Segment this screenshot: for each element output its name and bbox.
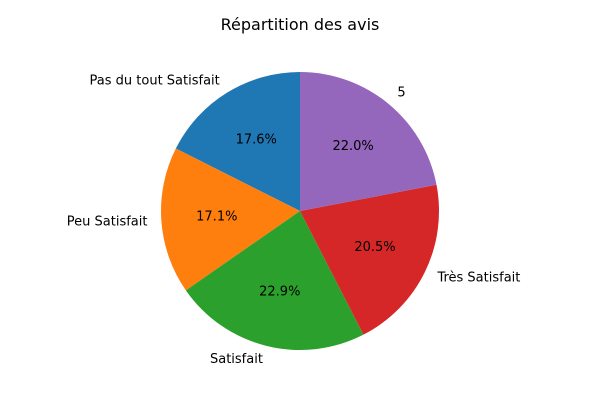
chart-title: Répartition des avis bbox=[221, 15, 380, 34]
percent-label-peu-satisfait: 17.1% bbox=[196, 209, 237, 224]
pie-slice-satisfait bbox=[185, 211, 364, 351]
category-label-satisfait: Satisfait bbox=[210, 352, 263, 367]
pie-slice-tres-satisfait bbox=[300, 184, 439, 335]
percent-label-5: 22.0% bbox=[332, 139, 373, 154]
percent-label-pas-du-tout-satisfait: 17.6% bbox=[236, 133, 277, 148]
pie-slice-pas-du-tout-satisfait bbox=[175, 72, 300, 211]
percent-label-tres-satisfait: 20.5% bbox=[354, 240, 395, 255]
pie-slice-5 bbox=[300, 71, 437, 211]
category-label-5: 5 bbox=[397, 86, 405, 101]
category-label-pas-du-tout-satisfait: Pas du tout Satisfait bbox=[90, 73, 220, 88]
pie-slice-peu-satisfait bbox=[161, 148, 300, 291]
percent-label-satisfait: 22.9% bbox=[259, 284, 300, 299]
category-label-tres-satisfait: Très Satisfait bbox=[436, 270, 520, 285]
percent-labels: 17.6% 17.1% 22.9% 20.5% 22.0% bbox=[196, 133, 395, 300]
category-label-peu-satisfait: Peu Satisfait bbox=[67, 214, 148, 229]
pie-slices bbox=[161, 71, 439, 351]
category-labels: Pas du tout Satisfait Peu Satisfait Satisf… bbox=[67, 73, 521, 367]
